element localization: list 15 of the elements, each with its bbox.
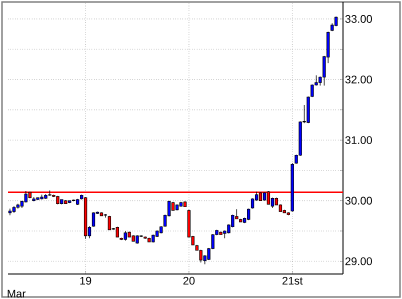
y-tick-label: 33.00 bbox=[345, 15, 372, 23]
y-tick-label: 31.00 bbox=[345, 136, 372, 144]
y-tick-label: 30.00 bbox=[345, 196, 372, 205]
y-tick-label: 29.00 bbox=[345, 257, 372, 266]
y-tick-label: 32.00 bbox=[345, 76, 372, 84]
x-tick-label: 21st bbox=[282, 276, 303, 285]
candlestick bbox=[116, 226, 119, 238]
candlestick bbox=[108, 215, 112, 230]
x-axis-title: Mar bbox=[8, 290, 26, 298]
x-tick-label: 19 bbox=[80, 276, 92, 285]
candlestick bbox=[24, 190, 28, 203]
x-tick-label: 20 bbox=[183, 276, 195, 285]
candlestick bbox=[199, 249, 202, 263]
candlestick bbox=[124, 230, 127, 242]
candlestick bbox=[92, 212, 96, 228]
